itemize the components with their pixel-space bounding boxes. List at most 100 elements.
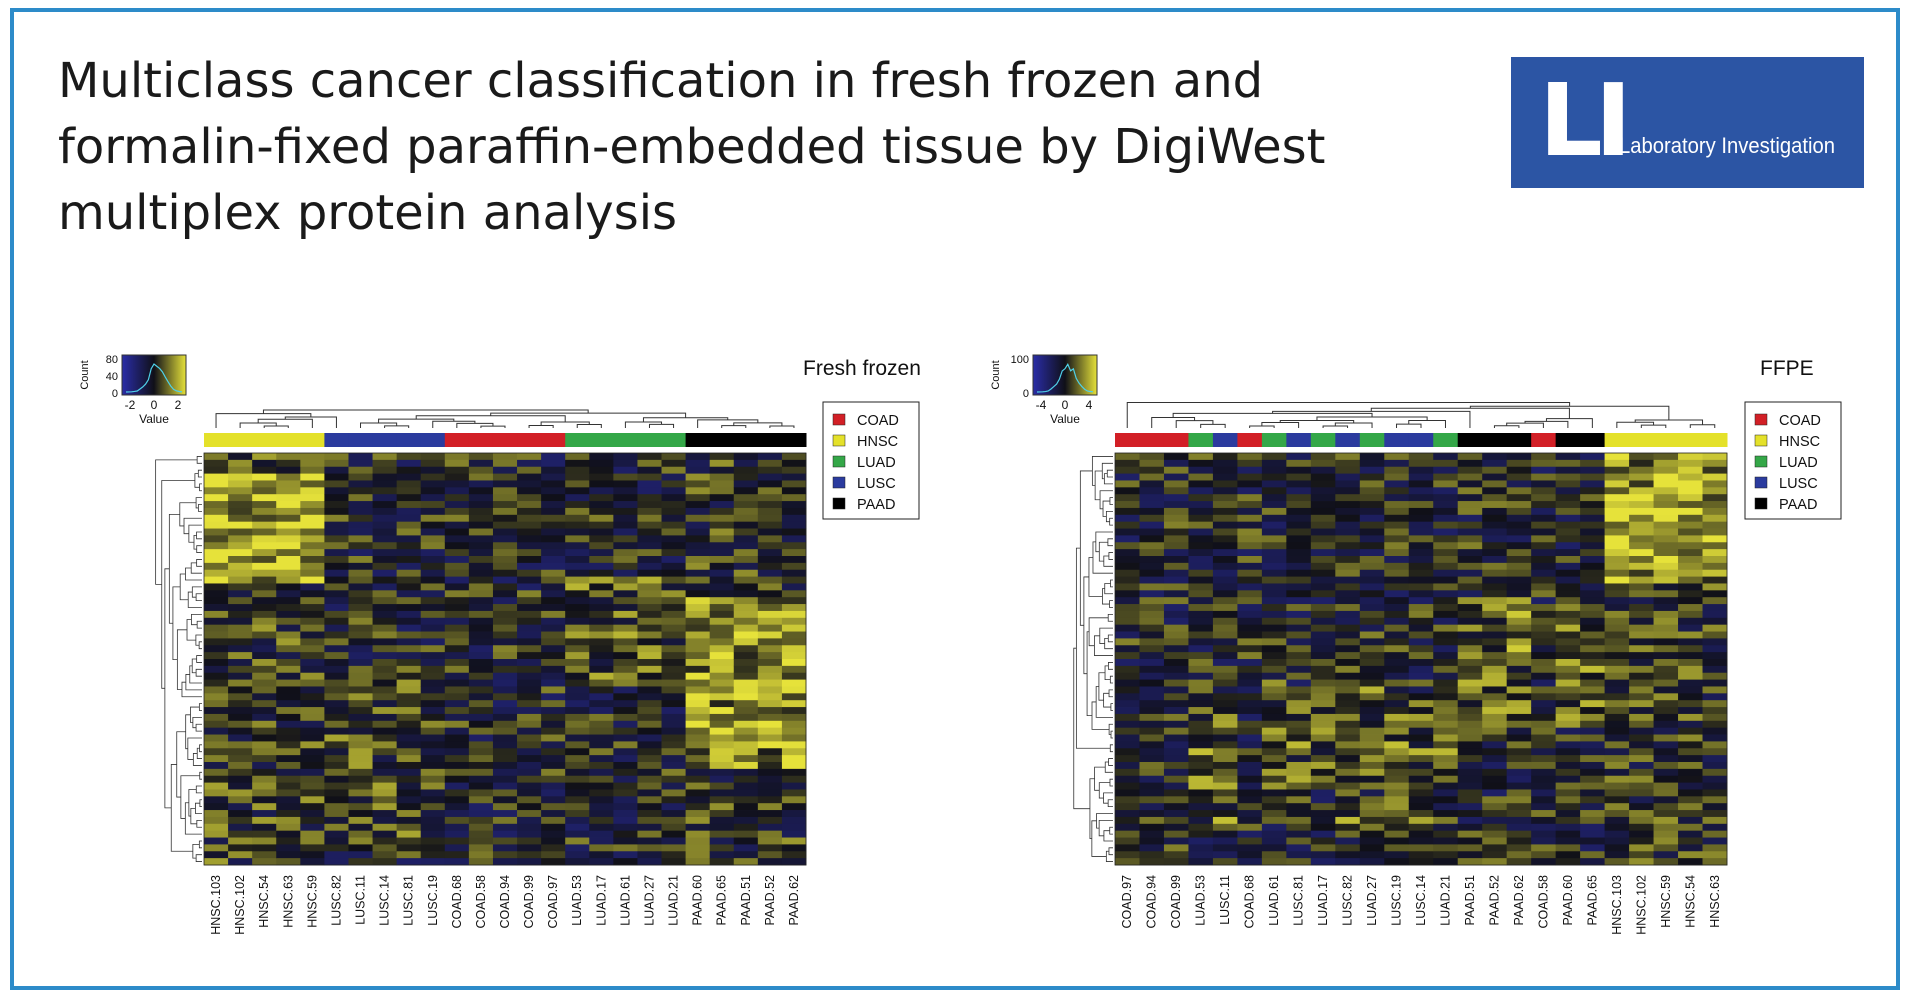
heatmap-cell <box>1188 617 1214 626</box>
heatmap-cell <box>733 652 759 660</box>
heatmap-cell <box>1604 487 1630 495</box>
heatmap-cell <box>372 727 398 735</box>
heatmap-cell <box>1310 459 1336 468</box>
heatmap-cell <box>1604 659 1630 667</box>
heatmap-cell <box>613 624 638 632</box>
heatmap-cell <box>1286 823 1312 832</box>
heatmap-cell <box>1115 590 1140 598</box>
heatmap-cell <box>1482 617 1508 626</box>
heatmap-cell <box>348 858 373 866</box>
heatmap-cell <box>733 562 759 571</box>
heatmap-cell <box>1506 768 1532 777</box>
heatmap-cell <box>781 535 807 543</box>
heatmap-cell <box>637 569 662 577</box>
heatmap-cell <box>1286 562 1312 571</box>
heatmap-cell <box>709 816 735 825</box>
heatmap-cell <box>733 851 759 859</box>
heatmap-cell <box>1335 679 1361 687</box>
heatmap-cell <box>1359 768 1385 777</box>
legend-label: LUSC <box>857 476 896 492</box>
heatmap-cell <box>372 473 398 481</box>
heatmap-cell <box>1702 810 1728 818</box>
heatmap-cell <box>1335 823 1361 832</box>
heatmap-cell <box>420 514 446 523</box>
heatmap-cell <box>1261 686 1287 694</box>
heatmap-cell <box>300 734 325 742</box>
heatmap-cell <box>1212 700 1238 708</box>
heatmap-cell <box>685 755 711 763</box>
heatmap-cell <box>709 617 735 626</box>
heatmap-cell <box>1163 762 1189 770</box>
heatmap-cell <box>541 542 566 550</box>
heatmap-cell <box>1580 610 1605 619</box>
heatmap-cell <box>1580 576 1605 584</box>
heatmap-cell <box>733 762 759 770</box>
heatmap-cell <box>324 782 349 790</box>
heatmap-cell <box>348 789 373 797</box>
heatmap-cell <box>1678 796 1703 804</box>
class-bar-cell <box>1555 433 1581 447</box>
heatmap-cell <box>1286 679 1312 687</box>
heatmap-cell <box>517 494 542 502</box>
heatmap-cell <box>1506 727 1532 735</box>
heatmap-cell <box>1163 782 1189 790</box>
heatmap-cell <box>204 549 229 557</box>
heatmap-cell <box>468 583 494 591</box>
heatmap-cell <box>757 562 783 571</box>
heatmap-cell <box>324 823 349 832</box>
heatmap-cell <box>1653 610 1679 619</box>
heatmap-cell <box>1555 453 1581 461</box>
heatmap-cell <box>1310 679 1336 687</box>
heatmap-cell <box>661 837 686 845</box>
heatmap-cell <box>541 768 566 777</box>
heatmap-cell <box>252 521 277 529</box>
heatmap-cell <box>637 665 662 674</box>
heatmap-cell <box>1506 590 1532 598</box>
heatmap-cell <box>1629 782 1654 790</box>
heatmap-cell <box>781 796 807 804</box>
heatmap-cell <box>1163 542 1189 550</box>
heatmap-cell <box>1506 796 1532 804</box>
heatmap-cell <box>733 528 759 536</box>
heatmap-cell <box>324 830 349 838</box>
heatmap-cell <box>1212 782 1238 790</box>
heatmap-cell <box>1678 782 1703 790</box>
heatmap-cell <box>1261 775 1287 783</box>
heatmap-cell <box>1604 768 1630 777</box>
heatmap-cell <box>685 823 711 832</box>
heatmap-cell <box>1237 851 1263 859</box>
heatmap-cell <box>492 480 518 488</box>
heatmap-cell <box>1188 837 1214 845</box>
heatmap-cell <box>252 734 277 742</box>
heatmap-cell <box>348 638 373 646</box>
heatmap-cell <box>565 659 590 667</box>
heatmap-cell <box>420 686 446 694</box>
heatmap-cell <box>1555 679 1581 687</box>
heatmap-cell <box>1237 707 1263 715</box>
class-bar-cell <box>252 433 277 447</box>
heatmap-cell <box>1335 837 1361 845</box>
heatmap-cell <box>1702 741 1728 749</box>
heatmap-cell <box>1310 466 1336 474</box>
heatmap-cell <box>1580 755 1605 763</box>
heatmap-cell <box>1237 858 1263 866</box>
heatmap-cell <box>300 501 325 509</box>
heatmap-cell <box>1237 480 1263 488</box>
heatmap-cell <box>517 556 542 564</box>
heatmap-cell <box>204 556 229 564</box>
heatmap-cell <box>1653 665 1679 674</box>
heatmap-cell <box>709 679 735 687</box>
column-label: HNSC.102 <box>233 875 247 935</box>
heatmap-cell <box>1702 645 1728 653</box>
heatmap-cell <box>204 851 229 859</box>
heatmap-cell <box>1433 521 1459 529</box>
heatmap-cell <box>1359 823 1385 832</box>
heatmap-cell <box>468 707 494 715</box>
heatmap-cell <box>228 631 253 639</box>
heatmap-cell <box>1604 707 1630 715</box>
heatmap-cell <box>372 768 398 777</box>
heatmap-cell <box>492 576 518 584</box>
heatmap-cell <box>517 823 542 832</box>
heatmap-cell <box>637 631 662 639</box>
heatmap-cell <box>685 597 711 605</box>
